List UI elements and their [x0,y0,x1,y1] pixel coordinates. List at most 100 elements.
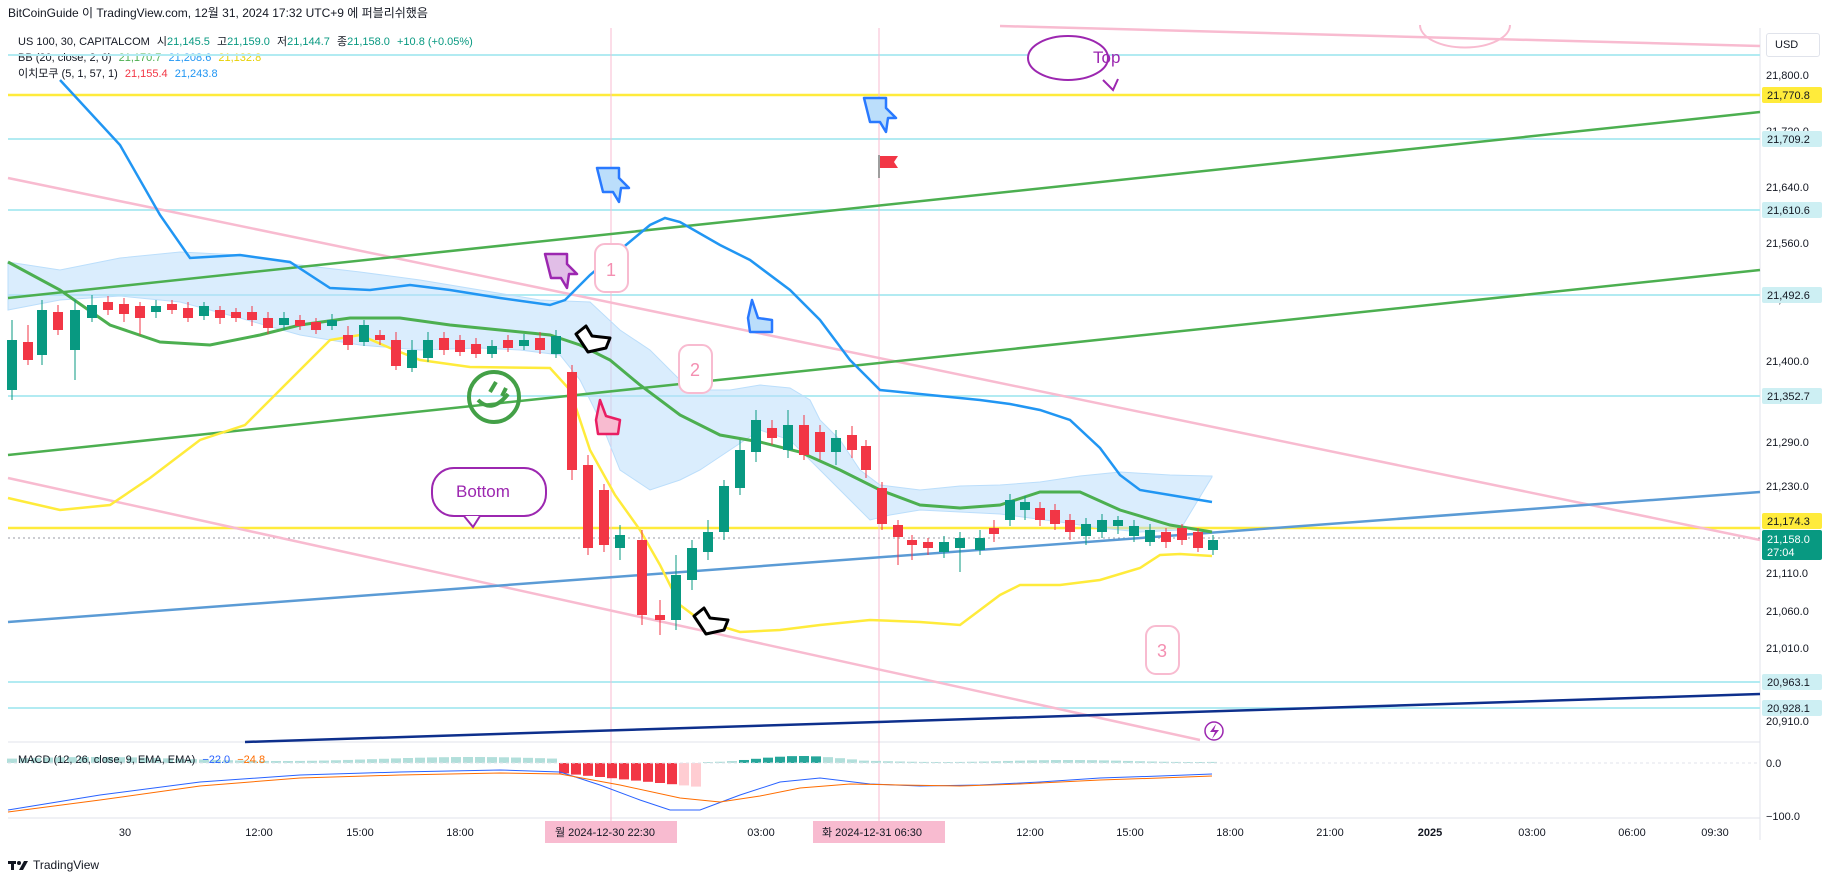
candle [637,530,647,625]
candle [37,300,47,365]
candle [1193,528,1203,552]
hand-pointer-icon-black-1[interactable] [574,324,612,354]
candlestick-series[interactable] [7,295,1218,635]
candle [535,332,545,354]
current-price-value: 21,158.0 [1767,534,1810,546]
macd-bar [67,757,77,763]
candle [975,530,985,555]
price-tag: 20,928.1 [1762,700,1822,716]
time-axis[interactable]: 30 12:00 15:00 18:00 03:00 12:00 15:00 18:00 21:… [119,827,1729,839]
candle [263,312,273,334]
macd-bar [703,761,713,763]
macd-bar [415,757,425,763]
macd-bar [283,760,293,763]
bottom-callout[interactable]: Bottom [431,467,547,529]
macd-histogram [7,756,1217,787]
hand-pointer-icon-blue-3[interactable] [746,298,774,334]
macd-bar [175,758,185,763]
currency-button[interactable]: USD [1766,33,1820,57]
hand-pointer-icon-pink[interactable] [594,398,622,436]
candle [655,600,665,635]
tradingview-branding[interactable]: TradingView [8,858,99,872]
candle [167,300,177,314]
macd-bar [919,761,929,763]
candle [687,540,697,590]
macd-bar [1171,761,1181,763]
change-value: +10.8 (+0.05%) [396,36,473,48]
macd-bar [547,758,557,763]
macd-pane[interactable]: 0.0 −100.0 [7,756,1800,823]
macd-bar [967,761,977,763]
macd-bar [1087,760,1097,763]
macd-bar [595,763,605,777]
trend-lines[interactable] [7,24,1761,744]
macd-bar [1135,761,1145,763]
top-callout[interactable]: Top [1027,34,1120,92]
time-highlight-2: 화 2024-12-31 06:30 [822,826,922,839]
macd-value: −22.0 [202,754,231,766]
candle [783,410,793,458]
macd-bar [559,763,569,774]
macd-bar [439,757,449,763]
flag-icon[interactable] [878,155,898,178]
wave-3-marker[interactable]: 3 [1145,625,1180,675]
candle [7,320,17,400]
ichimoku-name[interactable]: 이치모쿠 (5, 1, 57, 1) [18,68,118,80]
macd-signal-value: −24.8 [237,754,266,766]
macd-bar [127,757,137,763]
wave-3-label: 3 [1157,641,1167,661]
macd-bar [799,756,809,763]
macd-bar [355,759,365,763]
time-highlight-1: 월 2024-12-30 22:30 [555,826,655,839]
lightning-icon[interactable] [1204,721,1224,741]
macd-bar [1099,760,1109,763]
time-axis-label: 21:00 [1316,827,1344,839]
candle [343,326,353,350]
smiley-icon[interactable] [467,370,521,424]
hand-pointer-icon-black-2[interactable] [692,606,730,636]
macd-bar [679,763,689,786]
horizontal-levels[interactable] [8,54,1760,709]
price-tag-label: 20,928.1 [1767,703,1810,715]
macd-bar [139,757,149,763]
macd-bar [79,757,89,763]
macd-axis-zero: 0.0 [1766,758,1781,770]
wave-1-marker[interactable]: 1 [594,243,629,293]
time-axis-label: 2025 [1418,827,1442,839]
candle [1050,504,1060,530]
macd-bar [319,760,329,763]
macd-bar [775,756,785,763]
price-axis-label: 21,400.0 [1766,356,1809,368]
macd-bar [295,760,305,763]
candle [735,440,745,495]
symbol-legend[interactable]: US 100, 30, CAPITALCOM 시21,145.5 고21,159… [18,35,477,49]
low-value: 21,144.7 [287,36,330,48]
wave-2-label: 2 [690,360,700,380]
candle [893,520,903,565]
macd-bar [943,761,953,763]
candle [751,410,761,462]
ichimoku-legend[interactable]: 이치모쿠 (5, 1, 57, 1) 21,155.4 21,243.8 [18,67,222,81]
hand-pointer-icon-blue-2[interactable] [862,96,898,134]
hand-pointer-icon-purple[interactable] [543,252,579,290]
wave-2-marker[interactable]: 2 [678,344,713,394]
price-tag: 21,610.6 [1762,202,1822,218]
candle [215,306,225,324]
macd-axis-minus: −100.0 [1766,811,1800,823]
macd-legend[interactable]: MACD (12, 26, close, 9, EMA, EMA) −22.0 … [18,753,269,767]
price-tag: 21,352.7 [1762,388,1822,404]
candle [135,302,145,335]
macd-bar [1159,761,1169,763]
macd-bar [763,757,773,763]
candle [907,535,917,560]
hand-pointer-icon-blue-1[interactable] [595,166,631,204]
macd-bar [427,757,437,763]
candle [1145,524,1155,546]
macd-bar [1111,760,1121,763]
symbol-name[interactable]: US 100, 30, CAPITALCOM [18,36,150,48]
macd-name[interactable]: MACD (12, 26, close, 9, EMA, EMA) [18,754,196,766]
macd-bar [199,759,209,763]
macd-bar [1063,760,1073,763]
